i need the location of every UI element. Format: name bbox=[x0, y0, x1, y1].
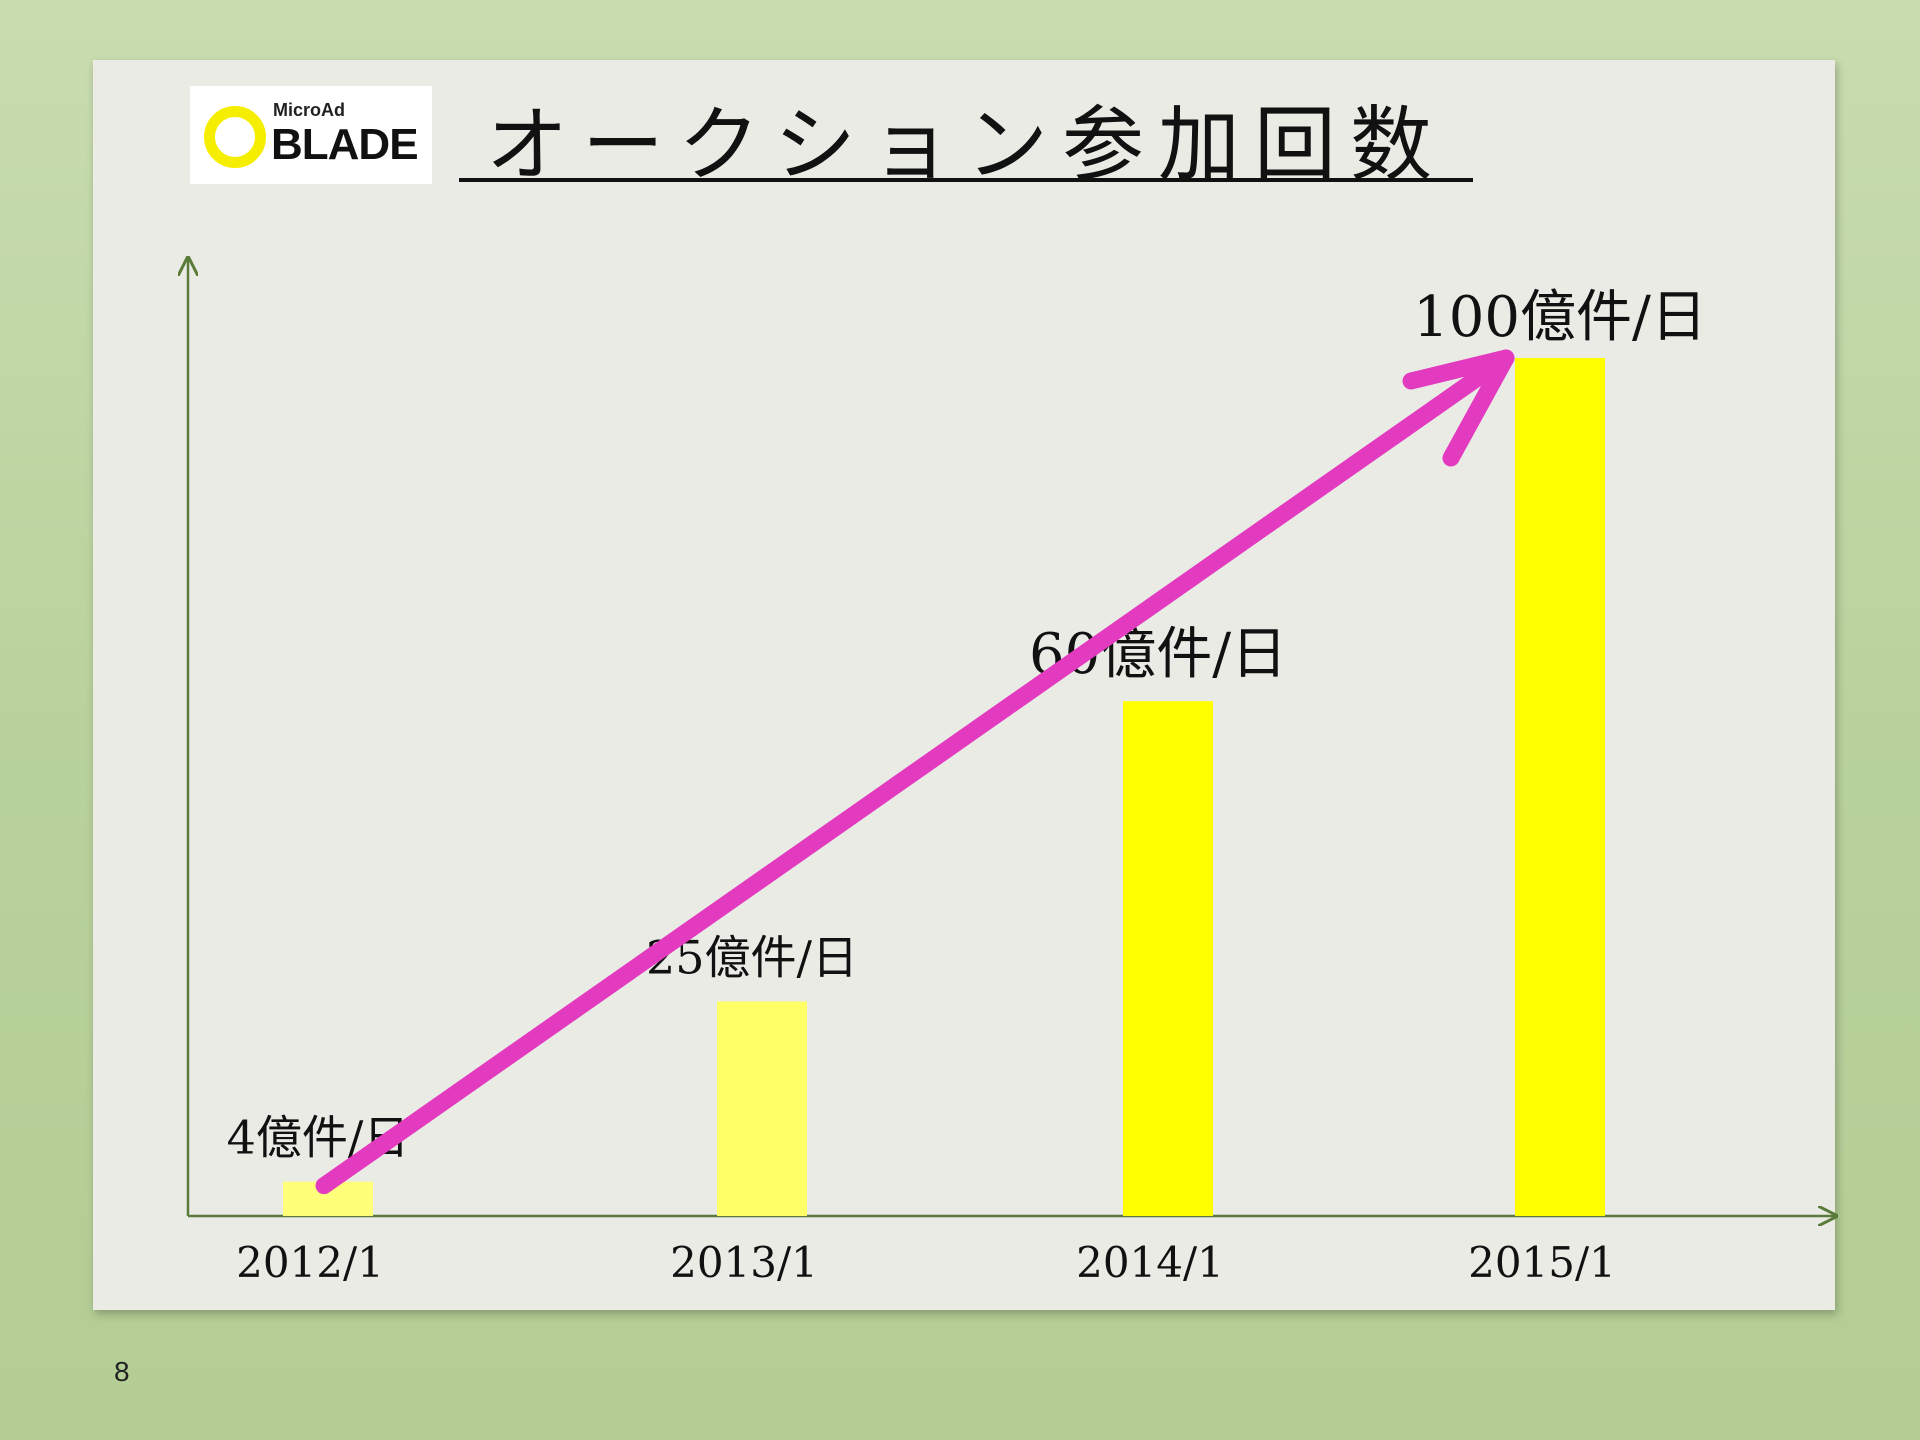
x-tick-label: 2013/1 bbox=[670, 1238, 818, 1287]
bar-2015/1 bbox=[1515, 358, 1605, 1216]
trend-arrow bbox=[315, 349, 1515, 1195]
logo-ring-icon bbox=[204, 106, 266, 168]
chart-title: オークション参加回数 bbox=[485, 98, 1446, 193]
x-tick-label: 2015/1 bbox=[1468, 1238, 1616, 1287]
data-label: 100億件/日 bbox=[1413, 285, 1707, 350]
bar-2014/1 bbox=[1123, 701, 1213, 1216]
x-tick-label: 2014/1 bbox=[1076, 1238, 1224, 1287]
title-underline bbox=[459, 178, 1473, 182]
bar-2013/1 bbox=[717, 1001, 807, 1216]
logo-text-blade: BLADE bbox=[271, 120, 419, 169]
x-tick-label: 2012/1 bbox=[236, 1238, 384, 1287]
page-number: 8 bbox=[114, 1356, 130, 1387]
microad-blade-logo: MicroAd BLADE bbox=[190, 86, 432, 184]
trend-arrowhead bbox=[1402, 349, 1515, 467]
logo-text-microad: MicroAd bbox=[273, 100, 345, 120]
